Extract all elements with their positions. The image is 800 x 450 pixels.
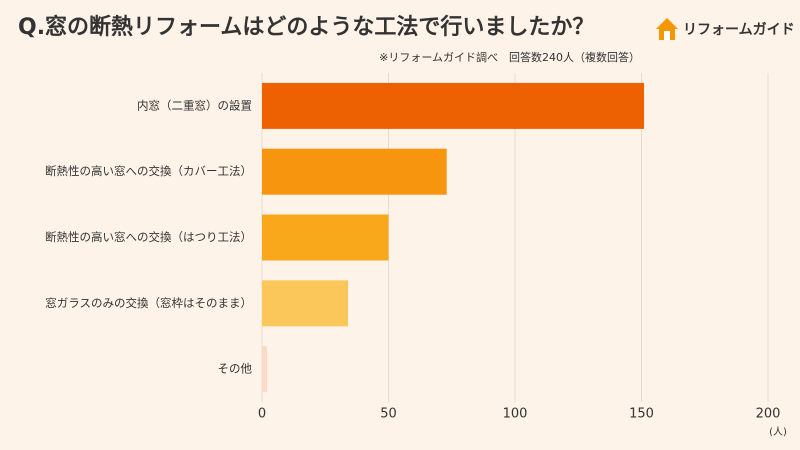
bar — [262, 82, 645, 129]
x-unit: (人) — [769, 426, 787, 438]
x-tick-label: 50 — [380, 407, 397, 422]
x-tick-label: 0 — [258, 407, 266, 422]
logo-door — [664, 31, 670, 40]
x-tick-label: 200 — [756, 407, 781, 422]
x-tick-label: 150 — [629, 407, 654, 422]
y-tick-label: その他 — [218, 362, 253, 376]
bar — [262, 280, 349, 327]
y-tick-label: 断熱性の高い窓への交換（カバー工法） — [45, 164, 252, 178]
chart-subtitle: ※リフォームガイド調べ 回答数240人（複数回答） — [379, 50, 640, 64]
bar — [262, 214, 389, 261]
logo-icon — [656, 18, 678, 40]
bar — [262, 346, 268, 393]
brand-logo: リフォームガイド — [656, 18, 795, 40]
chart-title: Q.窓の断熱リフォームはどのような工法で行いましたか？ — [18, 14, 594, 40]
brand-name: リフォームガイド — [683, 22, 795, 38]
y-tick-label: 内窓（二重窓）の設置 — [137, 98, 252, 112]
y-tick-label: 断熱性の高い窓への交換（はつり工法） — [45, 230, 252, 244]
bar — [262, 148, 447, 195]
y-tick-label: 窓ガラスのみの交換（窓枠はそのまま） — [45, 296, 252, 310]
x-tick-label: 100 — [503, 407, 528, 422]
